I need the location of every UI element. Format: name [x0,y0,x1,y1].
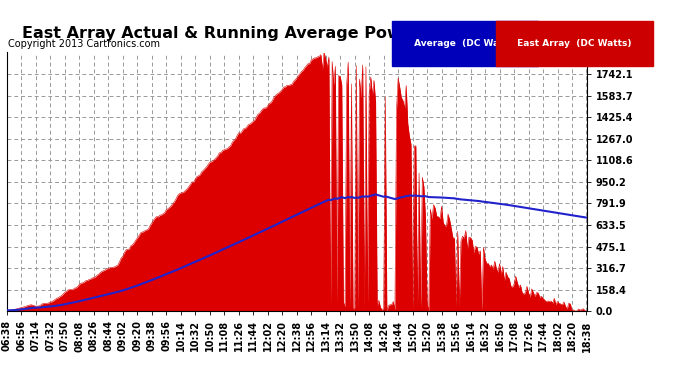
Text: East Array Actual & Running Average Power Sun Sep 22 18:54: East Array Actual & Running Average Powe… [22,26,585,41]
Text: Average  (DC Watts): Average (DC Watts) [411,39,520,48]
Text: Copyright 2013 Cartronics.com: Copyright 2013 Cartronics.com [8,39,160,50]
Text: East Array  (DC Watts): East Array (DC Watts) [514,39,635,48]
